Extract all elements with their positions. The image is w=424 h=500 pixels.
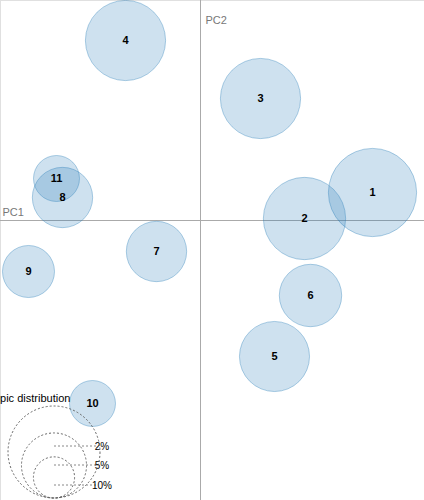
svg-text:2: 2 — [301, 212, 307, 224]
svg-text:10%: 10% — [92, 480, 112, 491]
svg-text:10: 10 — [86, 397, 98, 409]
svg-text:5: 5 — [271, 350, 277, 362]
svg-text:5%: 5% — [94, 460, 110, 471]
svg-text:7: 7 — [153, 245, 159, 257]
svg-text:PC2: PC2 — [206, 14, 227, 26]
svg-text:PC1: PC1 — [3, 206, 24, 218]
svg-text:9: 9 — [25, 265, 31, 277]
svg-text:4: 4 — [122, 34, 129, 46]
svg-text:Marginal topic distribution: Marginal topic distribution — [0, 392, 70, 404]
svg-text:1: 1 — [369, 186, 375, 198]
svg-text:3: 3 — [257, 92, 263, 104]
svg-text:11: 11 — [51, 172, 63, 184]
svg-text:6: 6 — [307, 289, 313, 301]
svg-text:2%: 2% — [95, 441, 110, 452]
svg-text:8: 8 — [59, 191, 65, 203]
